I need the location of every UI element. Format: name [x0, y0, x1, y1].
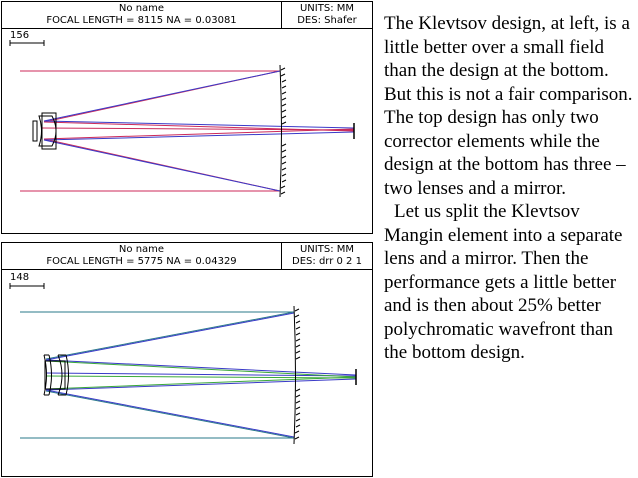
top-units: UNITS: MM [299, 3, 354, 14]
bottom-design-specs: FOCAL LENGTH = 5775 NA = 0.04329 [46, 256, 237, 267]
top-design-name: No name [118, 3, 165, 14]
top-lens-diagram: No name FOCAL LENGTH = 8115 NA = 0.03081… [1, 1, 373, 234]
bottom-scale-bar [9, 283, 45, 289]
top-corrector-elements [32, 112, 57, 150]
top-header-left: No name FOCAL LENGTH = 8115 NA = 0.03081 [2, 2, 282, 28]
bottom-corrector-lenses [43, 354, 69, 396]
description-paragraph-1: The Klevtsov design, at left, is a littl… [384, 13, 633, 199]
bottom-units: UNITS: MM [299, 244, 354, 255]
bottom-design-name: No name [118, 244, 165, 255]
bottom-primary-mirror [293, 305, 301, 445]
top-scale-bar [9, 40, 45, 46]
top-ray-trace [9, 40, 355, 198]
top-designer: DES: Shafer [297, 15, 357, 26]
bottom-header-left: No name FOCAL LENGTH = 5775 NA = 0.04329 [2, 243, 282, 269]
bottom-rays-teal [20, 311, 295, 439]
top-design-specs: FOCAL LENGTH = 8115 NA = 0.03081 [46, 15, 237, 26]
description-text: The Klevtsov design, at left, is a littl… [384, 12, 634, 365]
top-header: No name FOCAL LENGTH = 8115 NA = 0.03081… [2, 2, 372, 29]
description-paragraph-2: Let us split the Klevtsov Mangin element… [384, 201, 623, 363]
bottom-lens-diagram: No name FOCAL LENGTH = 5775 NA = 0.04329… [1, 242, 373, 477]
bottom-header: No name FOCAL LENGTH = 5775 NA = 0.04329… [2, 243, 372, 270]
top-primary-mirror [279, 64, 287, 198]
top-rays-blue [43, 70, 355, 192]
top-rays-red [20, 70, 355, 192]
bottom-scale-label: 148 [10, 272, 30, 283]
bottom-designer: DES: drr 0 2 1 [292, 256, 362, 267]
bottom-rays-blue [45, 312, 357, 438]
bottom-ray-trace [9, 283, 357, 445]
bottom-rays-green [45, 360, 357, 390]
top-scale-label: 156 [10, 30, 30, 41]
